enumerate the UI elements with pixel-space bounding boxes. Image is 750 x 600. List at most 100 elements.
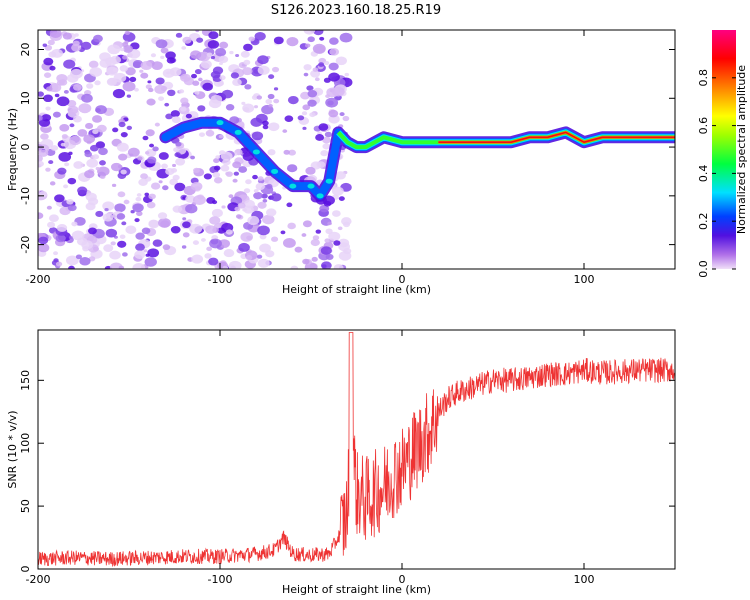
- noise-blob: [213, 165, 221, 171]
- noise-blob: [63, 90, 69, 94]
- noise-blob: [322, 136, 331, 144]
- noise-blob: [47, 221, 56, 228]
- noise-blob: [132, 263, 146, 269]
- noise-blob: [301, 233, 307, 237]
- noise-blob: [38, 115, 43, 121]
- noise-blob: [136, 211, 143, 217]
- noise-blob: [120, 47, 125, 52]
- snr-ytick-label: 100: [19, 433, 32, 454]
- noise-blob: [339, 32, 353, 43]
- noise-blob: [87, 227, 97, 235]
- noise-blob: [229, 116, 240, 125]
- noise-blob: [113, 72, 127, 83]
- noise-blob: [122, 45, 134, 53]
- noise-blob: [147, 87, 154, 93]
- noise-blob: [328, 72, 340, 82]
- noise-blob: [158, 180, 163, 184]
- noise-blob: [212, 171, 221, 178]
- noise-blob: [192, 240, 200, 245]
- noise-blob: [45, 106, 51, 111]
- noise-blob: [257, 55, 269, 65]
- noise-blob: [324, 61, 330, 66]
- noise-blob: [237, 202, 246, 209]
- noise-blob: [219, 41, 229, 49]
- noise-blob: [118, 153, 128, 161]
- noise-blob: [232, 178, 238, 183]
- snr-xtick-label: -100: [208, 573, 233, 586]
- noise-blob: [138, 178, 148, 186]
- noise-blob: [144, 257, 157, 267]
- noise-blob: [280, 230, 286, 235]
- spectrogram-ytick-label: 20: [19, 43, 32, 57]
- noise-blob: [54, 93, 60, 98]
- noise-blob: [182, 232, 190, 238]
- noise-blob: [310, 238, 320, 247]
- noise-blob: [122, 55, 128, 60]
- noise-blob: [60, 142, 66, 147]
- noise-blob: [145, 151, 150, 155]
- noise-blob: [124, 30, 131, 36]
- noise-blob: [43, 94, 53, 103]
- noise-blob: [182, 221, 191, 229]
- noise-blob: [262, 199, 268, 203]
- noise-blob: [157, 212, 168, 220]
- noise-blob: [247, 215, 260, 226]
- noise-blob: [50, 145, 59, 151]
- noise-blob: [145, 129, 155, 137]
- noise-blob: [209, 238, 222, 249]
- noise-blob: [270, 193, 282, 202]
- noise-blob: [147, 248, 160, 258]
- noise-blob: [140, 173, 148, 180]
- noise-blob: [171, 116, 181, 124]
- noise-blob: [194, 68, 202, 75]
- noise-blob: [57, 167, 67, 175]
- noise-blob: [55, 261, 63, 267]
- colorbar-gradient: [712, 30, 736, 269]
- noise-blob: [107, 44, 121, 55]
- noise-blob: [222, 158, 231, 166]
- noise-blob: [197, 105, 206, 112]
- noise-blob: [203, 173, 212, 180]
- ridge-spot: [325, 178, 333, 184]
- noise-blob: [130, 210, 135, 214]
- noise-blob: [338, 238, 350, 248]
- noise-blob: [268, 103, 273, 108]
- noise-blob: [245, 179, 252, 185]
- noise-blob: [49, 65, 56, 71]
- noise-blob: [303, 64, 312, 71]
- noise-blob: [146, 98, 156, 106]
- noise-blob: [135, 232, 145, 240]
- noise-blob: [322, 143, 331, 150]
- noise-blob: [172, 174, 180, 181]
- noise-blob: [117, 191, 126, 198]
- noise-blob: [206, 196, 216, 204]
- noise-blob: [155, 39, 168, 49]
- noise-blob: [166, 57, 176, 64]
- noise-blob: [215, 155, 221, 159]
- noise-blob: [325, 253, 334, 260]
- noise-blob: [243, 205, 254, 214]
- noise-blob: [63, 184, 69, 189]
- noise-blob: [53, 258, 59, 263]
- noise-blob: [160, 55, 165, 60]
- noise-blob: [288, 149, 296, 156]
- noise-blob: [221, 89, 234, 99]
- noise-blob: [333, 240, 341, 246]
- noise-blob: [253, 189, 259, 193]
- ridge-spot: [234, 129, 242, 135]
- noise-blob: [154, 84, 167, 94]
- noise-blob: [219, 75, 226, 81]
- spectrogram-xtick-label: -100: [208, 273, 233, 286]
- noise-blob: [94, 80, 101, 86]
- noise-blob: [287, 95, 299, 105]
- noise-blob: [301, 111, 308, 116]
- noise-blob: [38, 91, 45, 97]
- noise-blob: [312, 235, 320, 241]
- noise-blob: [244, 84, 252, 90]
- noise-blob: [106, 66, 118, 76]
- noise-blob: [271, 236, 279, 242]
- noise-blob: [51, 48, 63, 58]
- noise-blob: [218, 55, 229, 64]
